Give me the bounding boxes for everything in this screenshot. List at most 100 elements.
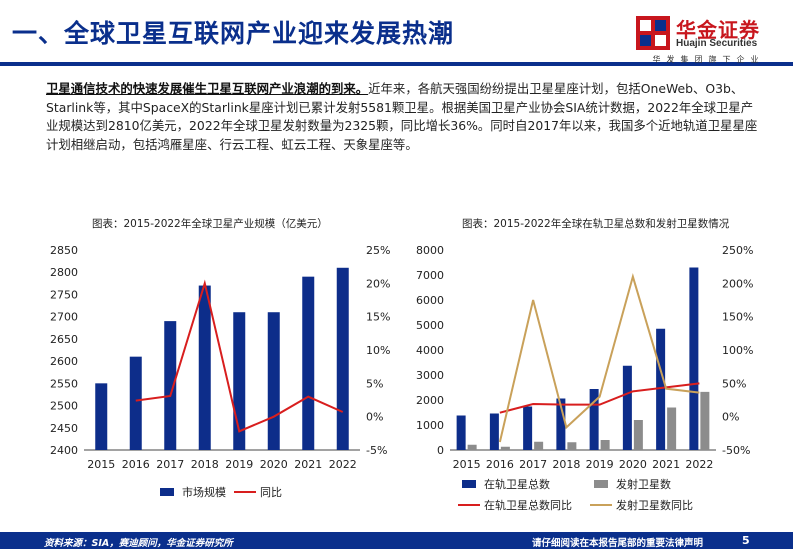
title-divider — [0, 62, 793, 66]
c1-legend-swatch — [160, 488, 174, 496]
c2-left-tick-label: 6000 — [416, 294, 444, 307]
c1-x-tick-label: 2015 — [87, 458, 115, 471]
c1-line-1 — [135, 279, 344, 433]
c1-bar-1 — [95, 383, 108, 450]
c2-x-tick-label: 2019 — [586, 458, 614, 471]
c1-x-tick-label: 2016 — [122, 458, 150, 471]
chart-satellite-counts: 0 1000 2000 3000 4000 5000 6000 7000 8000 -50% 0% 5… — [416, 244, 753, 512]
c2-x-tick-label: 2020 — [619, 458, 647, 471]
c2-bar-2 — [667, 407, 677, 450]
c2-left-tick-label: 8000 — [416, 244, 444, 257]
huajin-logo-icon — [636, 16, 670, 50]
c2-legend-label: 发射卫星数同比 — [616, 498, 693, 512]
c2-bar-1 — [523, 406, 533, 450]
c2-right-tick-label: 200% — [722, 277, 753, 290]
c1-right-tick-label: 25% — [366, 244, 390, 257]
chart2-title: 图表：2015-2022年全球在轨卫星总数和发射卫星数情况 — [462, 218, 730, 230]
c2-line-2 — [498, 273, 700, 443]
c2-left-tick-label: 2000 — [416, 394, 444, 407]
c2-legend-swatch — [462, 480, 476, 488]
c1-left-tick-label: 2800 — [50, 266, 78, 279]
c2-bar-1 — [489, 413, 499, 450]
c2-x-tick-label: 2017 — [519, 458, 547, 471]
c2-bar-1 — [556, 398, 566, 450]
c2-legend-swatch — [594, 480, 608, 488]
c2-x-tick-label: 2021 — [652, 458, 680, 471]
page-title: 一、全球卫星互联网产业迎来发展热潮 — [12, 19, 455, 48]
logo-chinese-name: 华金证券 — [676, 18, 760, 42]
c2-x-tick-label: 2016 — [486, 458, 514, 471]
c1-right-tick-label: 15% — [366, 311, 390, 324]
c1-bar-1 — [164, 321, 177, 450]
c2-left-tick-label: 4000 — [416, 344, 444, 357]
c2-right-tick-label: 50% — [722, 377, 746, 390]
c2-bar-1 — [656, 328, 666, 450]
intro-text: 近年来，各航天强国纷纷提出卫星星座计划，包括OneWeb、O3b、Starlin… — [46, 81, 758, 152]
intro-paragraph: 卫星通信技术的快速发展催生卫星互联网产业浪潮的到来。近年来，各航天强国纷纷提出卫… — [46, 80, 758, 154]
page-number: 5 — [742, 534, 750, 547]
company-logo: 华金证券 Huajin Securities 华发集团旗下企业 — [636, 14, 781, 64]
c1-left-tick-label: 2550 — [50, 377, 78, 390]
c2-legend-label: 在轨卫星总数同比 — [484, 498, 572, 512]
c1-bar-1 — [129, 356, 142, 450]
c2-bar-2 — [700, 391, 710, 450]
c2-bar-1 — [689, 267, 699, 450]
footer-bar: 资料来源：SIA，赛迪顾问，华金证券研究所 请仔细阅读在本报告尾部的重要法律声明… — [0, 532, 793, 549]
c2-bar-2 — [500, 446, 510, 450]
c2-bar-1 — [589, 389, 599, 450]
c1-left-tick-label: 2450 — [50, 422, 78, 435]
c1-right-tick-label: -5% — [366, 444, 387, 457]
logo-subtitle: 华发集团旗下企业 — [652, 55, 765, 64]
c1-bar-1 — [198, 285, 211, 450]
logo-english-name: Huajin Securities — [676, 38, 758, 49]
intro-bold: 卫星通信技术的快速发展催生卫星互联网产业浪潮的到来。 — [46, 81, 369, 96]
c1-x-tick-label: 2018 — [191, 458, 219, 471]
c1-left-tick-label: 2500 — [50, 400, 78, 413]
c1-left-tick-label: 2700 — [50, 311, 78, 324]
c2-legend-label: 发射卫星数 — [616, 477, 671, 491]
c1-left-tick-label: 2400 — [50, 444, 78, 457]
c1-right-tick-label: 20% — [366, 277, 390, 290]
c2-bar-2 — [633, 420, 643, 450]
chart1-title: 图表：2015-2022年全球卫星产业规模（亿美元） — [92, 218, 328, 230]
c1-left-tick-label: 2850 — [50, 244, 78, 257]
c2-right-tick-label: 100% — [722, 344, 753, 357]
c2-bar-1 — [622, 365, 632, 450]
c2-right-tick-label: 250% — [722, 244, 753, 257]
c2-right-tick-label: 0% — [722, 411, 739, 424]
footer-source: 资料来源：SIA，赛迪顾问，华金证券研究所 — [44, 538, 233, 549]
footer-disclaimer: 请仔细阅读在本报告尾部的重要法律声明 — [532, 538, 704, 549]
c1-bar-1 — [267, 312, 280, 450]
c1-right-tick-label: 0% — [366, 411, 383, 424]
c2-bar-2 — [467, 444, 477, 450]
c1-bar-1 — [302, 276, 315, 450]
c1-x-tick-label: 2019 — [225, 458, 253, 471]
c2-x-tick-label: 2022 — [685, 458, 713, 471]
c2-right-tick-label: 150% — [722, 311, 753, 324]
c2-left-tick-label: 3000 — [416, 369, 444, 382]
chart-industry-scale: 2400 2450 2500 2550 2600 2650 2700 2750 2800 2850… — [50, 244, 390, 499]
c1-left-tick-label: 2750 — [50, 288, 78, 301]
c2-bar-2 — [534, 441, 544, 450]
c2-x-tick-label: 2015 — [453, 458, 481, 471]
c2-bar-2 — [567, 442, 577, 450]
c1-left-tick-label: 2600 — [50, 355, 78, 368]
c1-x-tick-label: 2021 — [294, 458, 322, 471]
c2-left-tick-label: 1000 — [416, 419, 444, 432]
c1-bar-1 — [336, 267, 349, 450]
c1-left-tick-label: 2650 — [50, 333, 78, 346]
c1-x-tick-label: 2022 — [329, 458, 357, 471]
c1-legend-label: 同比 — [260, 486, 282, 499]
c1-x-tick-label: 2020 — [260, 458, 288, 471]
c2-bar-1 — [456, 415, 466, 450]
c1-right-tick-label: 5% — [366, 377, 383, 390]
c2-legend-label: 在轨卫星总数 — [484, 477, 550, 491]
c2-bar-2 — [600, 440, 610, 450]
c1-right-tick-label: 10% — [366, 344, 390, 357]
c2-left-tick-label: 5000 — [416, 319, 444, 332]
c2-left-tick-label: 0 — [437, 444, 444, 457]
c1-legend-label: 市场规模 — [182, 485, 226, 499]
c2-x-tick-label: 2018 — [552, 458, 580, 471]
c2-left-tick-label: 7000 — [416, 269, 444, 282]
c2-right-tick-label: -50% — [722, 444, 750, 457]
